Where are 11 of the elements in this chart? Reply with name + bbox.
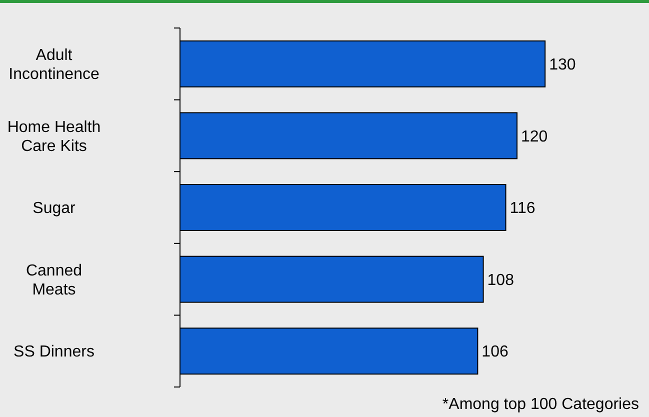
data-label: 108 bbox=[487, 272, 514, 289]
y-tick-label: Home Health Care Kits bbox=[7, 118, 101, 155]
y-tick-label: Adult Incontinence bbox=[8, 47, 100, 83]
y-tick-label: Sugar bbox=[32, 200, 76, 218]
y-tick-label: Canned Meats bbox=[26, 262, 82, 298]
data-label: 120 bbox=[520, 128, 548, 146]
data-label: 116 bbox=[510, 200, 536, 218]
data-label: 130 bbox=[549, 56, 576, 74]
y-tick-label: SS Dinners bbox=[14, 344, 94, 361]
text: *Among top 100 Categories bbox=[442, 396, 639, 413]
data-label: 106 bbox=[482, 344, 508, 361]
